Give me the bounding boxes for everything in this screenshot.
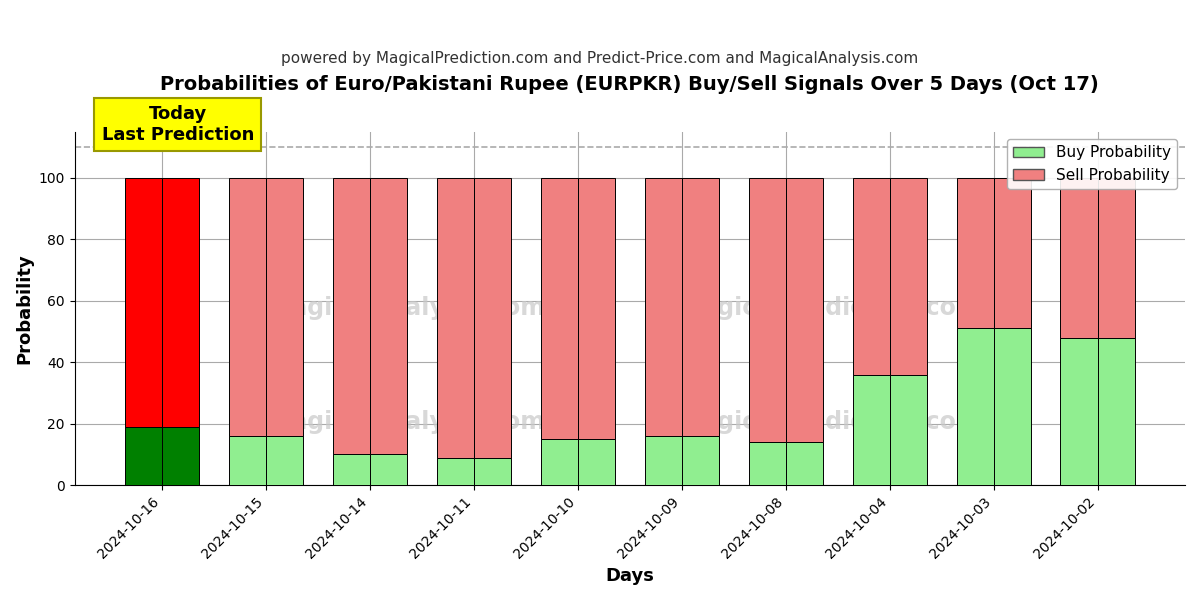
X-axis label: Days: Days	[605, 567, 654, 585]
Y-axis label: Probability: Probability	[16, 253, 34, 364]
Text: Today
Last Prediction: Today Last Prediction	[102, 105, 254, 144]
Bar	[541, 178, 578, 439]
Bar	[1098, 338, 1134, 485]
Bar	[125, 427, 162, 485]
Bar	[1098, 178, 1134, 338]
Bar	[786, 442, 823, 485]
Bar	[644, 436, 682, 485]
Bar	[1061, 338, 1098, 485]
Bar	[682, 178, 719, 436]
Bar	[994, 328, 1031, 485]
Bar	[474, 458, 511, 485]
Bar	[474, 178, 511, 458]
Bar	[682, 436, 719, 485]
Bar	[578, 439, 614, 485]
Text: MagicalPrediction.com: MagicalPrediction.com	[678, 296, 982, 320]
Bar	[956, 328, 994, 485]
Bar	[889, 178, 926, 374]
Bar	[370, 454, 407, 485]
Legend: Buy Probability, Sell Probability: Buy Probability, Sell Probability	[1007, 139, 1177, 189]
Bar	[162, 427, 199, 485]
Text: MagicalAnalysis.com: MagicalAnalysis.com	[269, 410, 546, 434]
Bar	[437, 178, 474, 458]
Bar	[889, 374, 926, 485]
Bar	[125, 178, 162, 427]
Bar	[370, 178, 407, 454]
Bar	[749, 178, 786, 442]
Bar	[332, 454, 370, 485]
Bar	[229, 178, 266, 436]
Bar	[437, 458, 474, 485]
Bar	[541, 439, 578, 485]
Bar	[229, 436, 266, 485]
Bar	[162, 178, 199, 427]
Bar	[786, 178, 823, 442]
Bar	[332, 178, 370, 454]
Bar	[749, 442, 786, 485]
Text: powered by MagicalPrediction.com and Predict-Price.com and MagicalAnalysis.com: powered by MagicalPrediction.com and Pre…	[281, 51, 919, 66]
Bar	[994, 178, 1031, 328]
Bar	[644, 178, 682, 436]
Bar	[266, 436, 304, 485]
Text: MagicalPrediction.com: MagicalPrediction.com	[678, 410, 982, 434]
Bar	[1061, 178, 1098, 338]
Bar	[853, 178, 889, 374]
Text: MagicalAnalysis.com: MagicalAnalysis.com	[269, 296, 546, 320]
Title: Probabilities of Euro/Pakistani Rupee (EURPKR) Buy/Sell Signals Over 5 Days (Oct: Probabilities of Euro/Pakistani Rupee (E…	[161, 75, 1099, 94]
Bar	[266, 178, 304, 436]
Bar	[853, 374, 889, 485]
Bar	[956, 178, 994, 328]
Bar	[578, 178, 614, 439]
